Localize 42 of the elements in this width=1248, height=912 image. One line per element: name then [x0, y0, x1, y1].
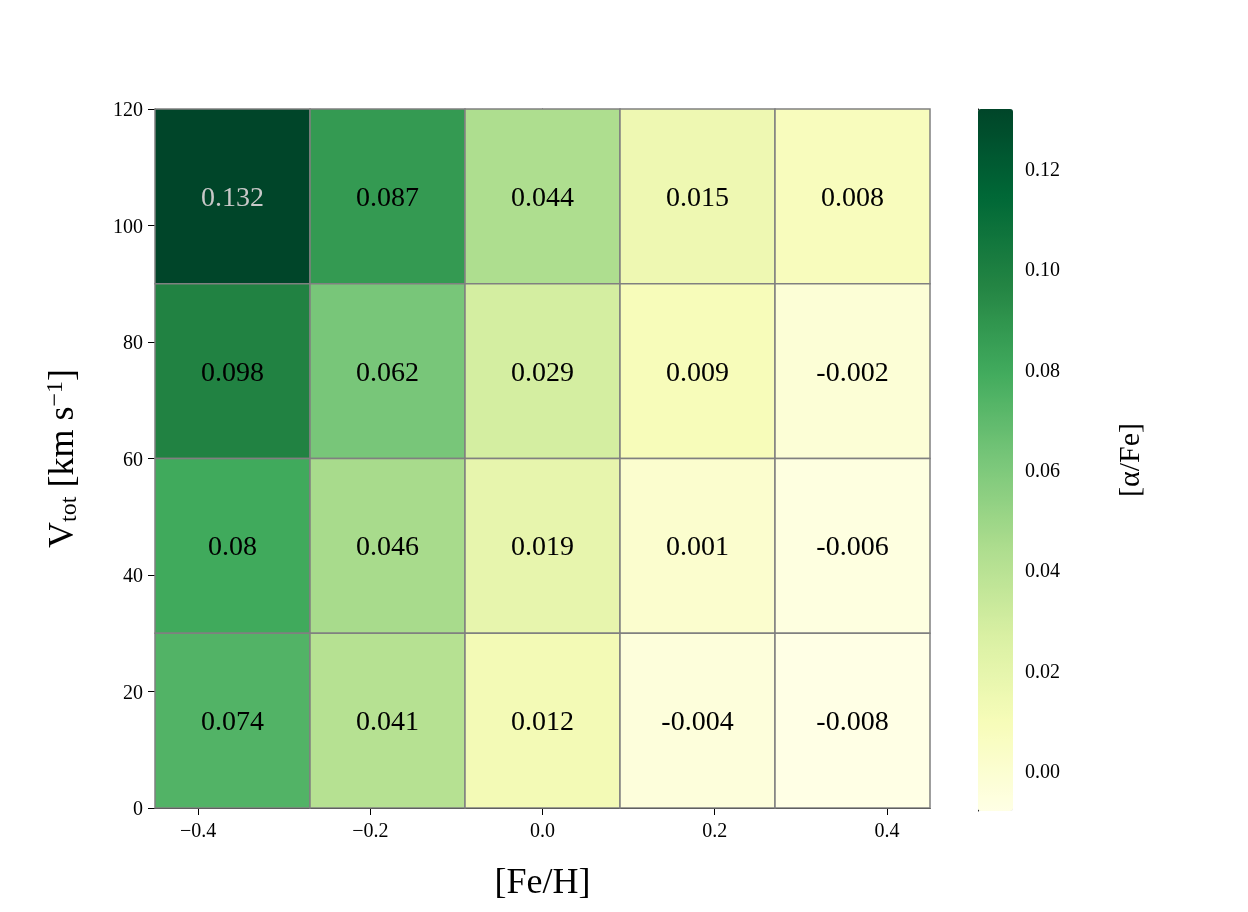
x-tick-label: −0.2 [352, 819, 389, 841]
y-tick-label: 120 [113, 98, 143, 120]
color-bar-label: 0.02 [1025, 659, 1060, 682]
y-tick-label: 0 [133, 797, 143, 819]
color-bar-label: 0.12 [1025, 158, 1060, 181]
color-bar-label: 0.06 [1025, 459, 1060, 482]
data-label: 0.062 [356, 355, 419, 387]
data-label: 0.041 [356, 705, 419, 737]
x-tick-label: 0.0 [530, 819, 555, 841]
y-axis-title: Vtot [km s−1] [41, 369, 81, 548]
data-label: 0.008 [821, 180, 884, 212]
color-bar-label: 0.00 [1025, 759, 1060, 782]
y-tick-label: 60 [123, 447, 143, 470]
data-label: 0.132 [201, 180, 264, 212]
data-label: 0.029 [511, 355, 574, 387]
data-label: 0.046 [356, 530, 419, 562]
y-tick-label: 80 [123, 331, 143, 353]
data-label: 0.074 [201, 705, 264, 737]
data-label: -0.002 [816, 355, 889, 387]
color-bar-label: 0.08 [1025, 358, 1060, 381]
data-label: 0.009 [666, 355, 729, 387]
y-tick-label: 100 [113, 214, 143, 237]
y-tick-label: 20 [123, 680, 143, 703]
data-label: 0.08 [208, 530, 257, 562]
x-axis-title: [Fe/H] [494, 861, 591, 901]
x-tick-label: 0.2 [702, 819, 728, 841]
data-label: 0.001 [666, 530, 729, 562]
y-tick-label: 40 [123, 564, 143, 586]
color-bar-label: 0.04 [1025, 559, 1060, 582]
data-label: -0.008 [816, 705, 889, 737]
data-label: 0.098 [201, 355, 264, 387]
data-label: 0.087 [356, 180, 419, 212]
data-label: -0.006 [816, 530, 889, 562]
color-bar-label: 0.10 [1025, 258, 1060, 281]
color-bar-title: [α/Fe] [1111, 422, 1145, 498]
data-label: -0.004 [661, 705, 734, 737]
data-label: 0.012 [511, 705, 574, 737]
data-label: 0.015 [666, 180, 729, 212]
x-tick-label: −0.4 [179, 819, 217, 841]
x-tick-label: 0.4 [874, 819, 900, 841]
data-label: 0.044 [511, 180, 574, 212]
data-label: 0.019 [511, 530, 574, 562]
